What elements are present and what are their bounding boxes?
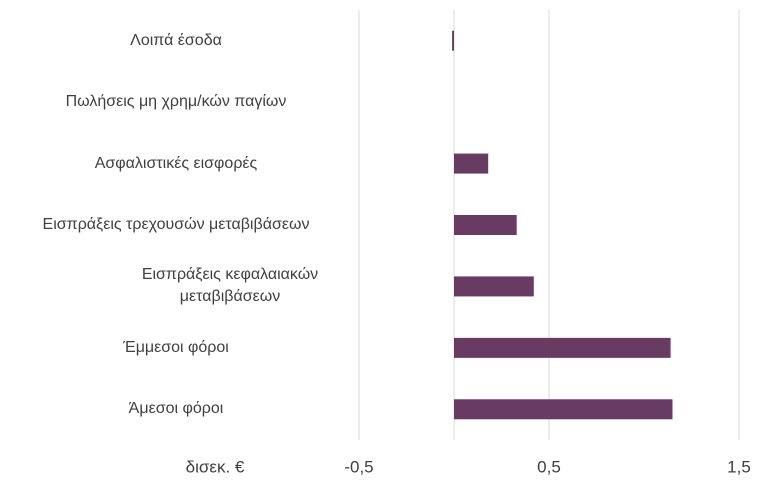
x-tick-label: 1,5 xyxy=(727,457,751,476)
bar xyxy=(454,276,534,297)
bar xyxy=(454,399,673,420)
x-tick-label: -0,5 xyxy=(344,457,373,476)
category-label: Ασφαλιστικές εισφορές xyxy=(94,154,258,172)
x-axis-label: δισεκ. € xyxy=(186,457,245,476)
bar xyxy=(454,337,671,358)
category-label: Έμμεσοι φόροι xyxy=(123,338,229,356)
category-label: Λοιπά έσοδα xyxy=(130,31,222,49)
bar xyxy=(454,153,489,174)
category-label: Πωλήσεις μη χρημ/κών παγίων xyxy=(65,93,287,111)
x-tick-label: 0,5 xyxy=(537,457,561,476)
bar xyxy=(452,30,454,51)
category-label: Εισπράξεις κεφαλαιακών μεταβιβάσεων xyxy=(141,266,319,306)
category-label: Άμεσοι φόροι xyxy=(128,400,224,418)
bar xyxy=(454,215,517,235)
category-label: Εισπράξεις τρεχουσών μεταβιβάσεων xyxy=(42,216,310,233)
